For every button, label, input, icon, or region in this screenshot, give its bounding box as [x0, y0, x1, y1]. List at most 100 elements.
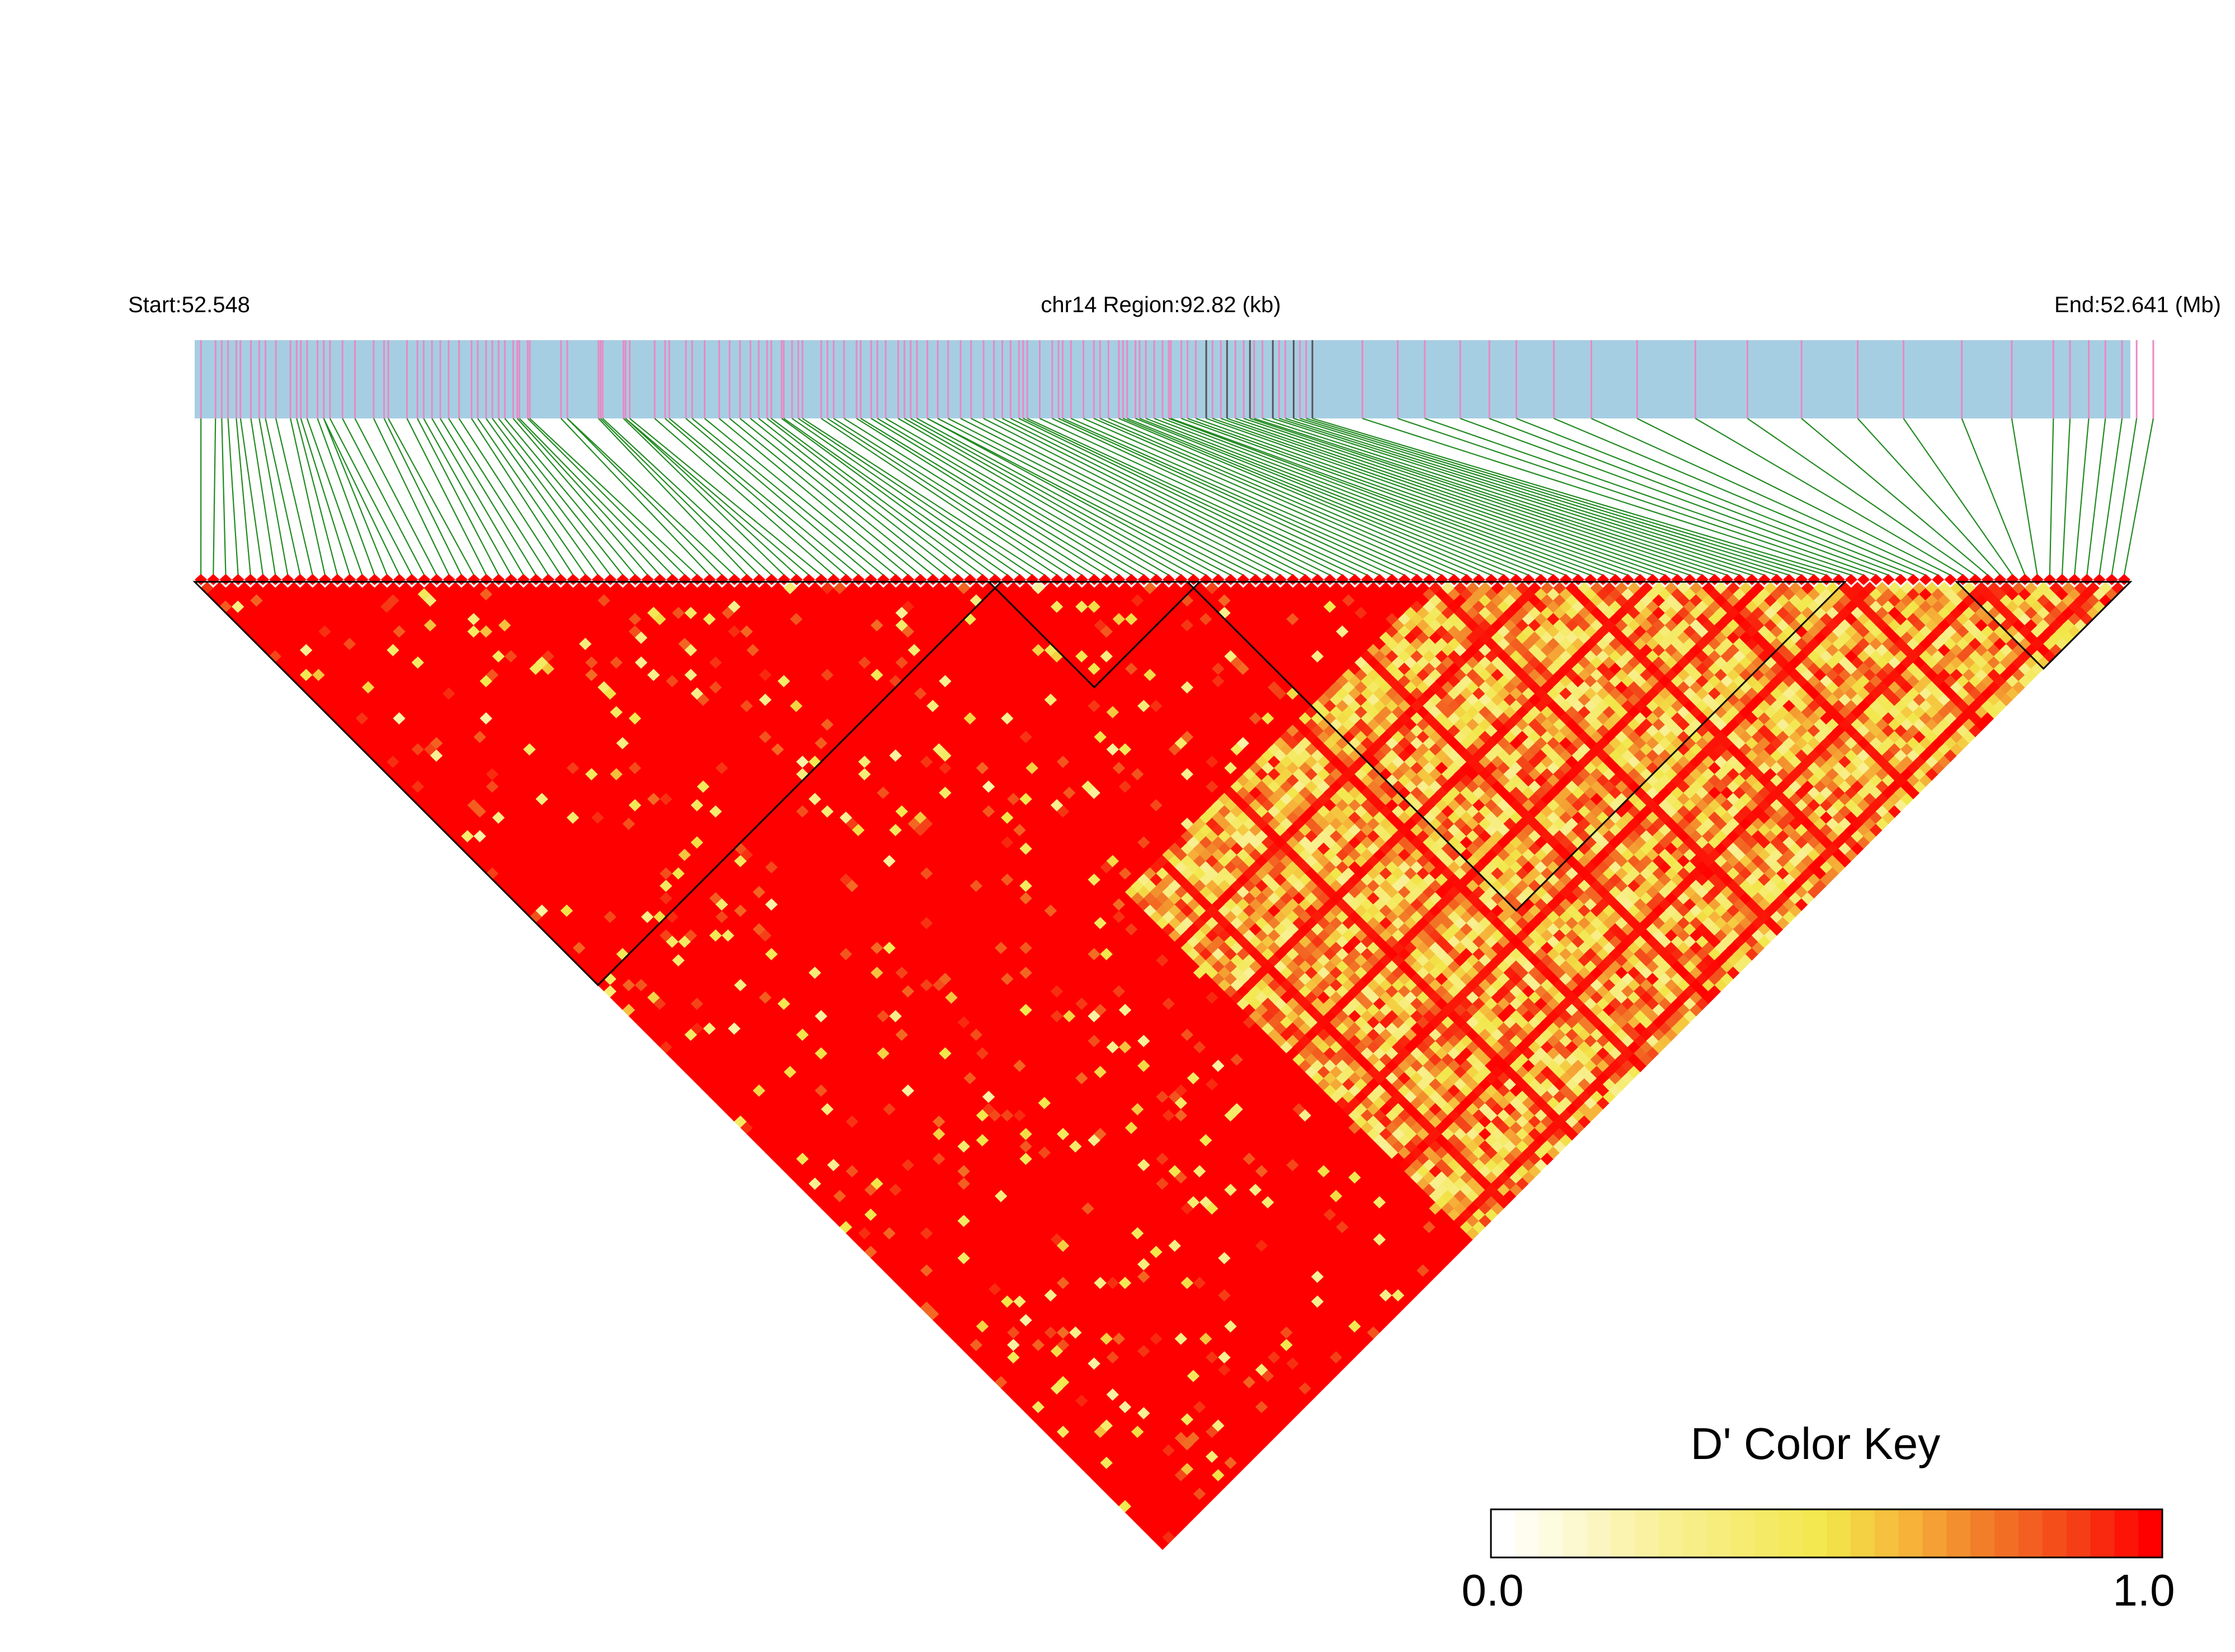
snp-connector [1554, 417, 1926, 576]
snp-connector [1362, 417, 1852, 576]
snp-marker [1485, 574, 1498, 585]
snp-marker [1249, 574, 1262, 585]
snp-marker [406, 574, 418, 585]
snp-marker [1113, 574, 1126, 585]
snp-marker [1175, 574, 1188, 585]
snp-connector [904, 418, 1182, 576]
snp-marker [2031, 574, 2044, 585]
snp-marker [393, 574, 406, 585]
snp-connector [960, 418, 1269, 576]
snp-connector [504, 418, 636, 576]
snp-marker [1932, 574, 1945, 585]
snp-marker [1758, 574, 1771, 585]
snp-connector [498, 418, 624, 576]
snp-marker [1311, 574, 1324, 585]
snp-marker [1634, 574, 1646, 585]
snp-marker [1373, 574, 1386, 585]
snp-marker [1075, 574, 1088, 585]
snp-connector [1212, 417, 1665, 576]
snp-marker [641, 574, 654, 585]
snp-connector [477, 418, 586, 576]
snp-marker [1708, 574, 1721, 585]
snp-connector [1516, 417, 1914, 576]
snp-connector [275, 418, 313, 576]
snp-marker [1386, 574, 1399, 585]
ld-cell [287, 582, 301, 595]
snp-marker [591, 574, 604, 585]
snp-connector [440, 418, 537, 576]
snp-connector [625, 418, 797, 576]
snp-connector [1424, 417, 1876, 576]
snp-marker [1100, 574, 1113, 585]
snp-connector [1312, 417, 1839, 576]
snp-connector [300, 418, 351, 576]
snp-marker [306, 574, 319, 585]
snp-marker [1510, 574, 1523, 585]
snp-marker [802, 574, 815, 585]
snp-connector [323, 418, 400, 576]
snp-connector [629, 418, 822, 576]
snp-connector [1857, 418, 2001, 576]
snp-connector [1279, 417, 1777, 576]
ld-cell [238, 582, 251, 595]
snp-connector [1108, 417, 1480, 576]
snp-marker [505, 574, 517, 585]
snp-connector [236, 418, 251, 576]
snp-marker [1535, 574, 1547, 585]
snp-marker [517, 574, 530, 585]
snp-connector [766, 418, 971, 576]
snp-marker [1584, 574, 1597, 585]
snp-marker [1423, 574, 1436, 585]
snp-connector [704, 418, 896, 576]
snp-connector [1226, 417, 1690, 576]
snp-marker [864, 574, 877, 585]
snp-connector [1023, 418, 1356, 576]
snp-connector [916, 418, 1207, 576]
snp-connector [1058, 417, 1405, 576]
snp-marker [790, 574, 803, 585]
snp-connector [2086, 418, 2106, 576]
snp-marker [1621, 574, 1634, 585]
snp-connector [227, 418, 239, 576]
snp-connector [1243, 417, 1715, 576]
snp-connector [2011, 418, 2038, 576]
snp-marker [1683, 574, 1696, 585]
snp-marker [666, 574, 679, 585]
snp-connector [948, 418, 1256, 576]
snp-connector [423, 418, 512, 576]
snp-marker [1969, 574, 1982, 585]
snp-marker [1063, 574, 1076, 585]
snp-marker [964, 574, 977, 585]
snp-connector [317, 418, 375, 576]
snp-connector [265, 418, 301, 576]
snp-connector [1747, 418, 1976, 576]
snp-connector [1181, 417, 1616, 576]
snp-marker [1125, 574, 1138, 585]
snp-marker [1013, 574, 1027, 585]
snp-connector [885, 418, 1157, 576]
snp-marker [455, 574, 468, 585]
ld-cell [250, 582, 264, 595]
snp-marker [679, 574, 691, 585]
snp-connector [516, 418, 661, 576]
snp-connector [1135, 417, 1529, 576]
snp-connector [1306, 417, 1827, 576]
snp-connector [485, 418, 599, 576]
snp-marker [951, 574, 964, 585]
snp-connector [691, 418, 884, 576]
snp-marker [1448, 574, 1461, 585]
snp-marker [877, 574, 890, 585]
snp-connector [567, 418, 723, 576]
snp-marker [1659, 574, 1672, 585]
snp-connector [470, 418, 574, 576]
snp-marker [1795, 574, 1808, 585]
snp-marker [2081, 574, 2093, 585]
snp-connector [781, 418, 996, 576]
snp-connector [492, 418, 611, 576]
snp-connector [1591, 417, 1938, 576]
snp-connector [1154, 417, 1566, 576]
snp-connector [860, 418, 1119, 576]
snp-connector [296, 418, 338, 576]
snp-connector [448, 418, 549, 576]
snp-marker [1522, 574, 1535, 585]
